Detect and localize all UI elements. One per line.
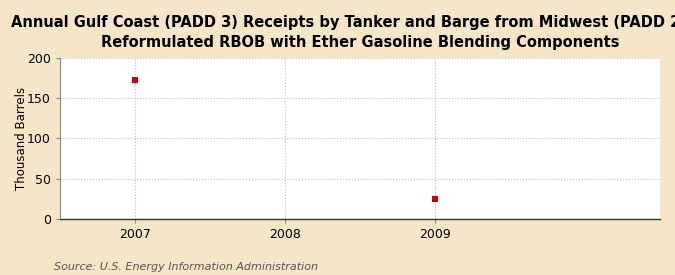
Y-axis label: Thousand Barrels: Thousand Barrels bbox=[15, 87, 28, 190]
Title: Annual Gulf Coast (PADD 3) Receipts by Tanker and Barge from Midwest (PADD 2) of: Annual Gulf Coast (PADD 3) Receipts by T… bbox=[11, 15, 675, 50]
Text: Source: U.S. Energy Information Administration: Source: U.S. Energy Information Administ… bbox=[54, 262, 318, 272]
